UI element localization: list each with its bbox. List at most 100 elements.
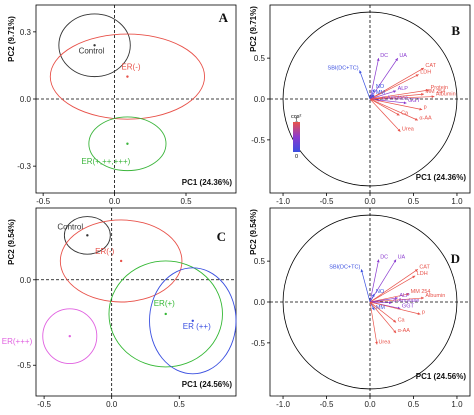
variable-arrow [369, 98, 400, 116]
arrow-head [393, 330, 397, 334]
variable-arrow [369, 297, 424, 303]
x-axis-title: PC1 (24.36%) [182, 178, 233, 187]
arrow-head [371, 307, 375, 311]
variable-arrow [369, 301, 421, 315]
arrow-head [375, 341, 378, 345]
arrow-head [420, 67, 424, 71]
variable-label: α-AA [419, 115, 432, 121]
y-tick-label: -0.3 [17, 162, 31, 171]
variable-arrow [369, 297, 398, 303]
variable-arrow [369, 301, 397, 323]
group-centroid [119, 259, 123, 263]
variable-label: Albumin [425, 293, 445, 299]
arrow-head [397, 128, 401, 132]
variable-label: LDH [417, 271, 428, 277]
variable-label: UA [399, 53, 407, 59]
variable-label: CAT [419, 264, 430, 270]
variable-arrow [369, 74, 419, 100]
x-tick-label: -0.5 [320, 197, 334, 206]
variable-label: UA [398, 254, 406, 260]
arrow-head [403, 101, 407, 105]
group-label: Control [79, 46, 105, 55]
y-axis-title: PC2 (9.54%) [7, 219, 16, 265]
variable-arrow [369, 90, 397, 100]
y-tick-label: 0.5 [254, 54, 266, 63]
arrow-head [376, 58, 380, 62]
group-centroid [126, 142, 129, 145]
panel-letter: C [217, 229, 226, 244]
x-tick-label: 0.5 [180, 197, 192, 206]
variable-arrow [369, 293, 410, 303]
group-label: Control [57, 222, 83, 231]
variable-label: Protein [431, 85, 448, 91]
arrow-head [421, 296, 424, 300]
arrow-head [421, 92, 424, 96]
group-label: ER(-) [121, 63, 140, 72]
x-tick-label: -0.5 [36, 197, 50, 206]
arrow-head [376, 259, 380, 263]
y-axis-title: PC2 (9.54%) [249, 209, 258, 255]
variable-label: α-Amylase [393, 298, 419, 304]
arrow-head [371, 89, 375, 93]
group-centroid [86, 234, 89, 237]
panel-c: -0.5 0.0 0.5 0.0 -0.5 PC1 (24.56%) PC2 (9.54%)… [2, 207, 237, 409]
variable-arrow [369, 301, 392, 304]
variable-label: Urea [402, 127, 415, 133]
y-tick-label: 0.0 [20, 95, 32, 104]
arrow-head [415, 74, 419, 77]
y-tick-label: 0.0 [254, 95, 266, 104]
variable-label: DC [380, 254, 388, 260]
x-tick-label: -0.5 [37, 400, 51, 409]
variable-arrow [369, 58, 380, 100]
legend-title: cos² [291, 114, 302, 120]
y-tick-label: 0.0 [20, 276, 32, 285]
x-tick-label: 0.0 [106, 400, 118, 409]
variable-arrow [369, 98, 401, 132]
confidence-ellipse [88, 116, 167, 172]
variable-label: MM [376, 90, 386, 96]
legend-tick: 0 [295, 154, 298, 160]
x-tick-label: 0.5 [408, 400, 420, 409]
x-tick-label: 1.0 [451, 400, 463, 409]
group-label: ER(+++) [2, 337, 33, 346]
panel-d: -1.0 -0.5 0.0 0.5 1.0 0.5 0.0 -0.5 PC1 (24.56%) P… [249, 207, 471, 409]
variable-arrow [369, 269, 419, 303]
variable-label: MM [376, 305, 386, 311]
variable-label: NO [376, 289, 385, 295]
variable-label: SBI(DC+TC) [329, 264, 360, 270]
y-axis-title: PC2 (9.71%) [7, 16, 16, 62]
y-tick-label: -0.5 [17, 361, 31, 370]
arrow-head [426, 88, 430, 92]
arrow-head [393, 319, 397, 323]
variable-arrow [369, 93, 424, 100]
variable-label: LDH [420, 69, 431, 75]
variable-label: CAT [425, 63, 436, 69]
arrow-head [395, 296, 398, 300]
x-axis-title: PC1 (24.56%) [182, 380, 233, 389]
panel-letter: A [219, 10, 229, 25]
variable-arrow [369, 98, 418, 121]
variable-label: MM 254 [425, 89, 445, 95]
group-label: ER(-) [95, 247, 114, 256]
x-axis-title: PC1 (24.56%) [416, 372, 467, 381]
variable-label: SBI(DC+TC) [328, 65, 359, 71]
group-label: ER(+) [154, 299, 175, 308]
variable-label: Urea [378, 340, 391, 346]
cos2-colorbar [293, 122, 300, 152]
variable-label: α-Amylase [382, 96, 408, 102]
confidence-ellipse [58, 13, 131, 78]
legend-tick: 1 [295, 118, 298, 124]
variable-arrow [369, 57, 399, 100]
y-axis-title: PC2 (9.71%) [249, 6, 258, 52]
confidence-ellipse [49, 33, 206, 120]
group-label: ER (++) [183, 322, 211, 331]
arrow-head [396, 112, 400, 116]
arrow-head [360, 269, 364, 273]
group-label: ER(+,++,+++) [81, 157, 130, 166]
variable-label: MM 254 [411, 289, 431, 295]
y-tick-label: 0.3 [20, 28, 32, 37]
arrow-head [393, 90, 397, 93]
y-tick-label: -0.5 [251, 339, 265, 348]
y-tick-label: -0.5 [251, 136, 265, 145]
panel-b: -1.0 -0.5 0.0 0.5 1.0 0.5 0.0 -0.5 PC1 (24.36%) P… [249, 4, 471, 206]
